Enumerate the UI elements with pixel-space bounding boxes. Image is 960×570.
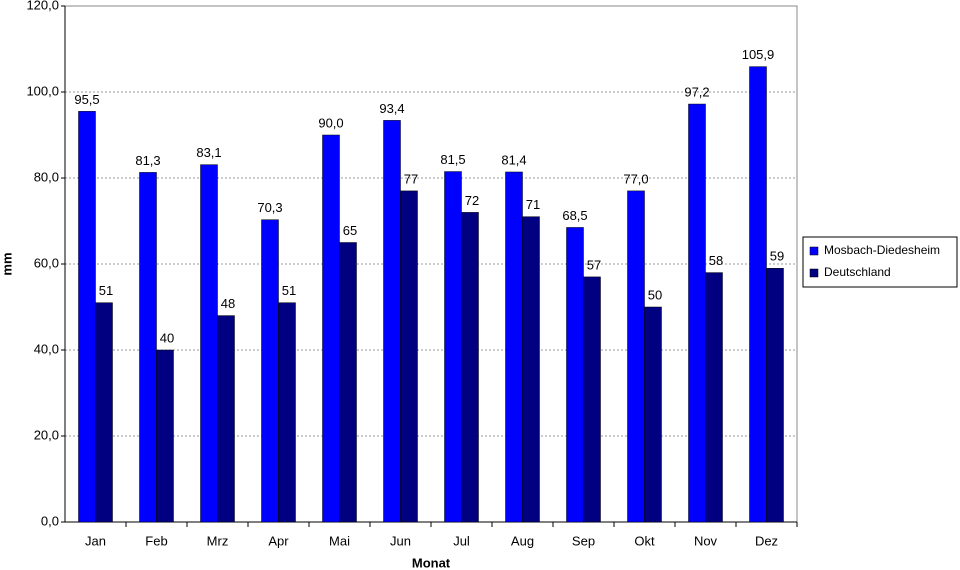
data-label: 70,3 [257,200,282,215]
bar [200,164,218,523]
data-label: 59 [770,249,784,264]
bar [95,302,113,523]
x-tick-label: Aug [511,533,534,548]
bar [339,242,357,523]
bar [139,172,157,523]
x-tick-label: Jul [453,533,470,548]
bar [383,120,401,523]
data-label: 57 [587,257,601,272]
data-label: 97,2 [684,84,709,99]
bar [644,306,662,523]
data-label: 81,3 [135,153,160,168]
bar [400,190,418,523]
bar [627,190,645,523]
y-tick-label: 100,0 [26,83,59,98]
x-tick-label: Okt [634,533,655,548]
x-tick-label: Feb [145,533,167,548]
bar [322,134,340,523]
x-tick-label: Apr [268,533,289,548]
data-label: 81,4 [501,152,526,167]
bar [583,276,601,523]
bar [78,111,96,523]
legend-swatch [809,268,819,278]
bar [749,66,767,523]
data-label: 72 [465,193,479,208]
x-axis-title: Monat [412,555,451,570]
data-label: 90,0 [318,115,343,130]
x-tick-label: Nov [694,533,718,548]
bar [156,349,174,523]
bar [505,171,523,523]
x-tick-label: Sep [572,533,595,548]
data-label: 105,9 [742,47,775,62]
data-label: 83,1 [196,145,221,160]
data-label: 68,5 [562,208,587,223]
y-tick-label: 80,0 [34,169,59,184]
bar [217,315,235,523]
data-label: 51 [282,283,296,298]
bar [261,219,279,523]
data-label: 48 [221,296,235,311]
x-tick-label: Mai [329,533,350,548]
x-tick-label: Mrz [207,533,229,548]
data-label: 77,0 [623,171,648,186]
x-tick-label: Jan [85,533,106,548]
data-label: 95,5 [74,92,99,107]
data-label: 77 [404,171,418,186]
y-tick-label: 60,0 [34,255,59,270]
data-label: 51 [99,283,113,298]
bar [278,302,296,523]
legend-label: Mosbach-Diedesheim [824,243,940,257]
bar [705,272,723,523]
y-tick-label: 0,0 [41,513,59,528]
bar [566,227,584,523]
bar [461,212,479,523]
data-label: 71 [526,197,540,212]
y-tick-label: 40,0 [34,341,59,356]
y-axis-title: mm [0,252,14,275]
bar [444,171,462,523]
data-label: 58 [709,253,723,268]
y-tick-label: 120,0 [26,0,59,12]
legend-swatch [809,246,819,256]
legend-label: Deutschland [824,265,891,279]
data-label: 65 [343,223,357,238]
data-label: 81,5 [440,152,465,167]
y-tick-label: 20,0 [34,427,59,442]
bar [522,216,540,523]
bar [688,103,706,523]
x-tick-label: Jun [390,533,411,548]
bar [766,268,784,523]
x-tick-label: Dez [755,533,778,548]
legend-box [802,236,958,288]
data-label: 50 [648,287,662,302]
data-label: 93,4 [379,101,404,116]
data-label: 40 [160,330,174,345]
